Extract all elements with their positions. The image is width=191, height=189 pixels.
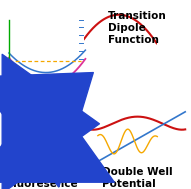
Text: Emission
Fluoresence: Emission Fluoresence — [6, 167, 77, 189]
Text: Electronic
Potential: Electronic Potential — [6, 83, 65, 105]
Text: Double Well
Potential: Double Well Potential — [102, 167, 173, 189]
Text: Transition
Dipole
Function: Transition Dipole Function — [108, 11, 167, 45]
